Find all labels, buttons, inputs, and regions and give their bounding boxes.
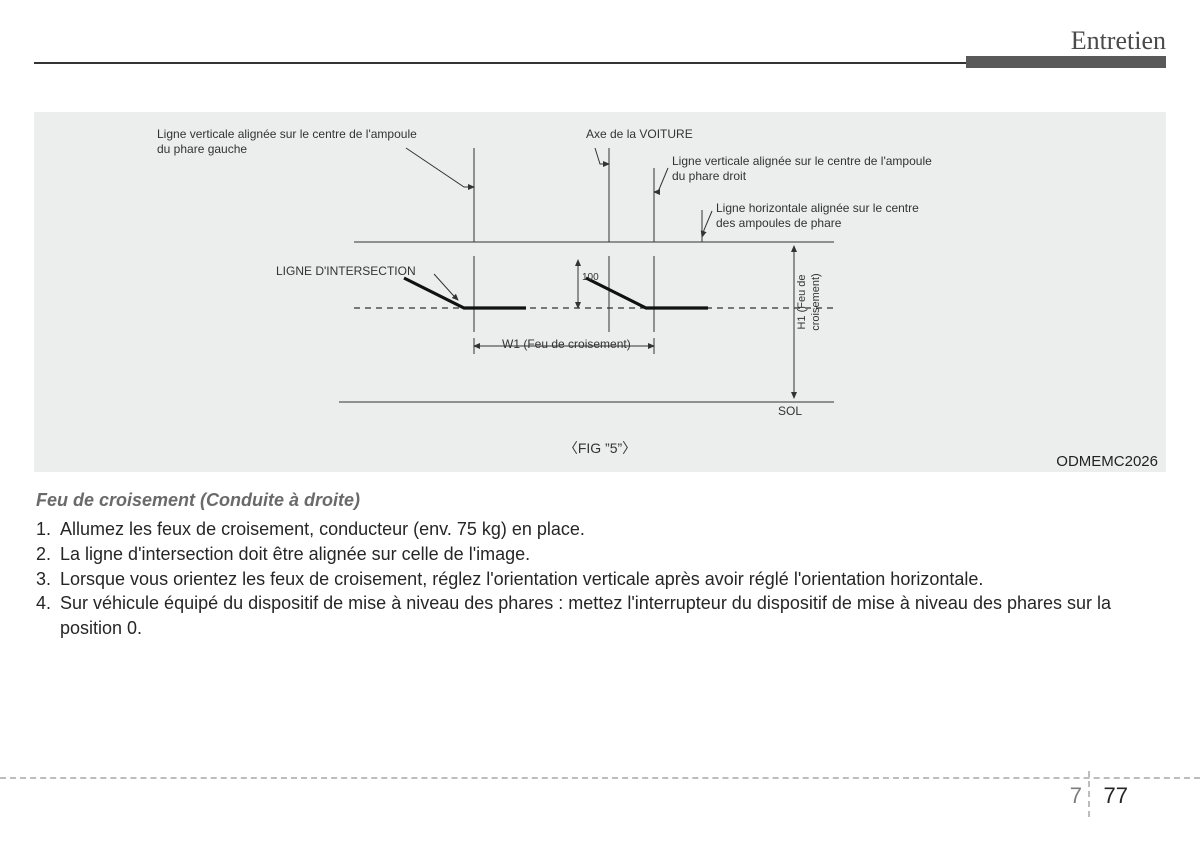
label-h1: H1 (Feu de croisement) <box>796 257 824 347</box>
step-text: Sur véhicule équipé du dispositif de mis… <box>60 591 1164 641</box>
step-text: Allumez les feux de croisement, conducte… <box>60 517 1164 542</box>
label-left-vertical: Ligne verticale alignée sur le centre de… <box>157 127 457 157</box>
title-bar-thick <box>966 56 1166 68</box>
label-intersection: LIGNE D'INTERSECTION <box>276 264 416 279</box>
step-number: 4. <box>36 591 60 641</box>
footer-separator <box>1088 771 1090 817</box>
label-ground: SOL <box>778 404 802 419</box>
title-bar <box>34 62 1166 74</box>
label-offset-100: 100 <box>582 272 599 285</box>
diagram-svg <box>34 112 1166 472</box>
headlight-adjustment-diagram: Ligne verticale alignée sur le centre de… <box>34 112 1166 472</box>
step-item: 1.Allumez les feux de croisement, conduc… <box>36 517 1164 542</box>
label-right-vertical: Ligne verticale alignée sur le centre de… <box>672 154 992 184</box>
step-text: La ligne d'intersection doit être aligné… <box>60 542 1164 567</box>
label-w1: W1 (Feu de croisement) <box>502 337 631 352</box>
step-text: Lorsque vous orientez les feux de croise… <box>60 567 1164 592</box>
label-vehicle-axis: Axe de la VOITURE <box>586 127 693 142</box>
step-item: 3.Lorsque vous orientez les feux de croi… <box>36 567 1164 592</box>
label-horizontal: Ligne horizontale alignée sur le centre … <box>716 201 996 231</box>
subheading: Feu de croisement (Conduite à droite) <box>36 490 1164 511</box>
step-item: 2.La ligne d'intersection doit être alig… <box>36 542 1164 567</box>
steps-list: 1.Allumez les feux de croisement, conduc… <box>36 517 1164 641</box>
section-title: Entretien <box>1071 26 1166 56</box>
figure-reference-id: ODMEMC2026 <box>1056 453 1158 470</box>
manual-page: Entretien <box>0 0 1200 845</box>
body-text: Feu de croisement (Conduite à droite) 1.… <box>34 490 1166 641</box>
step-number: 3. <box>36 567 60 592</box>
figure-caption: 〈FIG ”5”〉 <box>564 438 636 458</box>
footer-dash-line <box>0 777 1200 779</box>
step-item: 4.Sur véhicule équipé du dispositif de m… <box>36 591 1164 641</box>
chapter-number: 7 <box>1070 783 1082 809</box>
page-header: Entretien <box>34 30 1166 80</box>
step-number: 1. <box>36 517 60 542</box>
label-left-vertical-text: Ligne verticale alignée sur le centre de… <box>157 127 417 156</box>
step-number: 2. <box>36 542 60 567</box>
page-number: 77 <box>1104 783 1128 809</box>
page-footer: 7 77 <box>0 777 1200 817</box>
